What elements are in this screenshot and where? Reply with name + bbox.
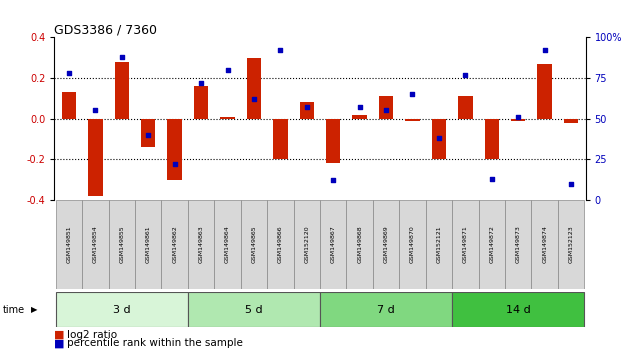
Text: ■: ■ [54,330,65,339]
Text: GSM149865: GSM149865 [252,225,257,263]
Bar [505,200,531,289]
Text: ▶: ▶ [31,305,37,314]
Text: GDS3386 / 7360: GDS3386 / 7360 [54,23,157,36]
Point [355,104,365,110]
Text: time: time [3,305,26,315]
Point [381,108,391,113]
Point [116,54,127,59]
Text: 5 d: 5 d [245,305,263,315]
Bar [353,115,367,119]
Bar [246,58,261,119]
Point [540,47,550,53]
Bar [135,200,161,289]
Text: GSM149855: GSM149855 [119,225,124,263]
Bar [431,119,446,159]
Bar [326,119,340,163]
Bar [399,200,426,289]
Text: GSM149866: GSM149866 [278,225,283,263]
Text: GSM152120: GSM152120 [304,225,309,263]
Text: percentile rank within the sample: percentile rank within the sample [67,338,243,348]
Bar [273,119,287,159]
Text: GSM149861: GSM149861 [146,225,150,263]
Text: GSM152121: GSM152121 [436,225,442,263]
Point [301,104,312,110]
Bar [558,200,584,289]
Text: GSM149870: GSM149870 [410,225,415,263]
Bar [458,96,472,119]
Bar [511,119,525,121]
Text: GSM149868: GSM149868 [357,225,362,263]
Point [64,70,74,76]
Text: GSM149862: GSM149862 [172,225,177,263]
Bar [531,200,558,289]
Point [143,132,154,138]
Bar [479,200,505,289]
Bar [300,102,314,119]
Text: GSM149872: GSM149872 [490,225,494,263]
Text: ■: ■ [54,338,65,348]
Bar [346,200,373,289]
Text: GSM149874: GSM149874 [542,225,547,263]
Text: GSM149863: GSM149863 [198,225,204,263]
Bar [320,200,346,289]
Bar [56,292,188,327]
Bar [141,119,156,147]
Point [328,178,339,183]
Bar [241,200,267,289]
Bar [220,116,235,119]
Text: GSM149854: GSM149854 [93,225,98,263]
Point [170,161,180,167]
Point [460,72,470,78]
Point [222,67,232,73]
Bar [426,200,452,289]
Bar [188,292,320,327]
Bar [405,119,420,121]
Bar [61,92,76,119]
Bar [452,200,479,289]
Text: log2 ratio: log2 ratio [67,330,117,339]
Bar [161,200,188,289]
Bar [320,292,452,327]
Bar [194,86,209,119]
Point [249,96,259,102]
Bar [214,200,241,289]
Text: GSM149869: GSM149869 [383,225,388,263]
Bar [168,119,182,179]
Bar [538,64,552,119]
Point [90,108,100,113]
Text: GSM149871: GSM149871 [463,225,468,263]
Point [486,176,497,182]
Bar [379,96,394,119]
Bar [56,200,82,289]
Point [196,80,206,86]
Point [408,91,418,97]
Text: 3 d: 3 d [113,305,131,315]
Text: GSM149867: GSM149867 [331,225,336,263]
Bar [267,200,294,289]
Text: GSM152123: GSM152123 [568,225,573,263]
Bar [484,119,499,159]
Text: 7 d: 7 d [377,305,395,315]
Point [275,47,285,53]
Bar [294,200,320,289]
Bar [88,119,102,196]
Bar [188,200,214,289]
Text: GSM149873: GSM149873 [516,225,521,263]
Point [566,181,576,187]
Bar [115,62,129,119]
Bar [564,119,579,123]
Point [513,114,524,120]
Text: GSM149864: GSM149864 [225,225,230,263]
Bar [452,292,584,327]
Bar [109,200,135,289]
Bar [82,200,109,289]
Text: 14 d: 14 d [506,305,531,315]
Text: GSM149851: GSM149851 [67,225,72,263]
Bar [373,200,399,289]
Point [434,135,444,141]
